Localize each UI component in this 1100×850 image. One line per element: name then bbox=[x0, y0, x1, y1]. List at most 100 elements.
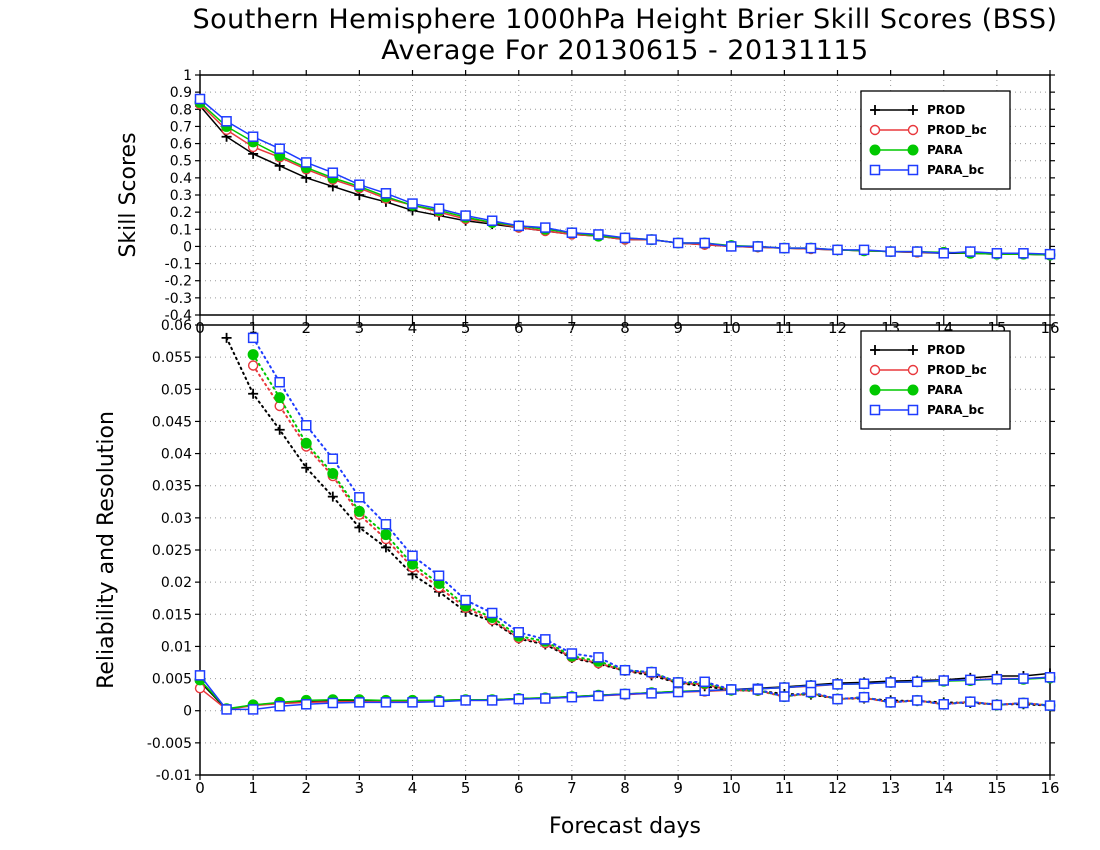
relres-point-PARA_bc bbox=[672, 677, 684, 688]
relres-point-PARA_bc bbox=[274, 376, 285, 388]
relres-point-PARA_bc bbox=[380, 697, 392, 708]
skill-panel: -0.4-0.3-0.2-0.100.10.20.30.40.50.60.70.… bbox=[116, 68, 1060, 337]
relres-point-PARA_bc bbox=[752, 684, 764, 695]
relres-x-tick-label: 15 bbox=[987, 779, 1006, 797]
relres-point-PARA_bc bbox=[247, 704, 259, 715]
relres-legend-label: PROD_bc bbox=[927, 363, 987, 378]
relres-x-tick-label: 7 bbox=[567, 779, 577, 797]
relres-point-PARA_bc bbox=[672, 686, 684, 698]
relres-point-PARA_bc bbox=[301, 420, 312, 431]
relres-x-tick-label: 6 bbox=[514, 779, 524, 797]
skill-x-tick-label: 2 bbox=[301, 319, 311, 337]
skill-legend-marker bbox=[908, 105, 918, 115]
relres-y-tick-label: 0.06 bbox=[161, 318, 192, 334]
relres-point-PROD_bc bbox=[247, 360, 259, 371]
relres-point-PARA_bc bbox=[858, 691, 870, 703]
relres-x-tick-label: 4 bbox=[408, 779, 418, 797]
relres-y-tick-label: -0.005 bbox=[147, 736, 192, 752]
relres-legend-marker bbox=[869, 404, 881, 416]
relres-point-PARA_bc bbox=[433, 696, 445, 707]
skill-point-PARA_bc bbox=[938, 248, 949, 259]
skill-point-PARA_bc bbox=[991, 248, 1003, 259]
relres-point-PARA_bc bbox=[938, 699, 949, 710]
skill-point-PARA_bc bbox=[301, 157, 312, 168]
skill-point-PARA_bc bbox=[858, 244, 870, 256]
relres-panel: -0.01 -0.005 0 0.005 0.01 0.015 0.02 0.025 0.03 0… bbox=[94, 318, 1060, 839]
relres-point-PARA_bc bbox=[247, 332, 259, 344]
relres-y-tick-label: 0.015 bbox=[152, 607, 192, 623]
skill-y-tick-label: 1 bbox=[183, 68, 192, 84]
relres-legend-label: PROD bbox=[927, 343, 965, 357]
skill-point-PARA_bc bbox=[885, 246, 896, 257]
relres-point-PARA_bc bbox=[1044, 672, 1056, 683]
skill-ticks: -0.4-0.3-0.2-0.100.10.20.30.40.50.60.70.… bbox=[165, 68, 1060, 337]
relres-x-tick-label: 13 bbox=[881, 779, 900, 797]
relres-point-PARA_bc bbox=[619, 664, 631, 676]
skill-y-axis-label: Skill Scores bbox=[116, 132, 141, 257]
relres-point-PARA_bc bbox=[885, 697, 896, 708]
relres-point-PARA_bc bbox=[726, 684, 737, 695]
relres-point-PARA_bc bbox=[327, 453, 339, 464]
relres-point-PARA_bc bbox=[354, 697, 365, 708]
relres-x-tick-label: 10 bbox=[722, 779, 741, 797]
relres-legend-marker bbox=[908, 345, 918, 355]
skill-x-tick-label: 8 bbox=[620, 319, 630, 337]
skill-point-PARA_bc bbox=[274, 143, 285, 154]
relres-y-tick-label: 0.03 bbox=[161, 511, 192, 527]
skill-legend-label: PROD_bc bbox=[927, 123, 987, 138]
relres-legend-marker bbox=[907, 404, 919, 416]
skill-point-PARA_bc bbox=[911, 246, 923, 257]
relres-point-PARA_bc bbox=[991, 699, 1003, 711]
skill-point-PARA_bc bbox=[540, 222, 551, 233]
relres-point-PARA_bc bbox=[460, 594, 471, 606]
chart-subtitle: Average For 20130615 - 20131115 bbox=[381, 35, 869, 66]
skill-y-tick-label: 0.4 bbox=[170, 171, 192, 187]
relres-point-PARA_bc bbox=[460, 695, 471, 706]
relres-y-tick-label: 0.01 bbox=[161, 639, 192, 655]
relres-point-PARA_bc bbox=[779, 691, 790, 702]
skill-y-tick-label: 0.9 bbox=[170, 85, 192, 101]
relres-series-PARA_bc-solid bbox=[194, 670, 1056, 715]
relres-point-PARA_bc bbox=[1018, 697, 1029, 709]
relres-point-PARA_bc bbox=[486, 607, 498, 619]
relres-series-group bbox=[194, 332, 1056, 715]
relres-y-tick-label: 0 bbox=[183, 704, 192, 720]
relres-legend-entry-PARA_bc: PARA_bc bbox=[869, 403, 984, 418]
skill-point-PARA_bc bbox=[593, 229, 604, 240]
relres-point-PARA_bc bbox=[965, 674, 976, 686]
relres-point-PARA_bc bbox=[646, 688, 657, 699]
skill-x-tick-label: 4 bbox=[408, 319, 418, 337]
skill-point-PARA_bc bbox=[327, 167, 339, 178]
title-block: Southern Hemisphere 1000hPa Height Brier… bbox=[0, 4, 1100, 66]
skill-legend-box bbox=[860, 90, 1011, 190]
relres-point-PARA_bc bbox=[1044, 700, 1056, 711]
skill-y-tick-label: 0.2 bbox=[170, 205, 192, 221]
skill-point-PARA_bc bbox=[699, 237, 710, 249]
skill-y-tick-label: -0.1 bbox=[165, 257, 192, 273]
skill-legend-entry-PARA: PARA bbox=[869, 143, 963, 157]
relres-x-tick-label: 2 bbox=[301, 779, 311, 797]
relres-legend-marker bbox=[907, 384, 919, 396]
relres-point-PARA bbox=[274, 392, 286, 404]
relres-y-tick-label: 0.035 bbox=[152, 479, 192, 495]
relres-point-PARA_bc bbox=[965, 696, 976, 707]
skill-y-tick-label: 0.8 bbox=[170, 102, 192, 118]
relres-y-tick-label: 0.02 bbox=[161, 575, 192, 591]
relres-point-PROD bbox=[248, 388, 259, 399]
relres-point-PARA_bc bbox=[221, 704, 232, 715]
skill-x-tick-label: 10 bbox=[722, 319, 741, 337]
skill-point-PARA_bc bbox=[752, 241, 764, 252]
skill-x-tick-label: 3 bbox=[355, 319, 365, 337]
relres-x-tick-label: 14 bbox=[934, 779, 953, 797]
relres-point-PARA_bc bbox=[805, 686, 817, 698]
relres-x-tick-label: 9 bbox=[673, 779, 683, 797]
skill-x-tick-label: 7 bbox=[567, 319, 577, 337]
relres-point-PARA bbox=[380, 529, 392, 541]
skill-point-PARA_bc bbox=[566, 227, 578, 238]
relres-series-PARA_bc-dotted bbox=[247, 332, 1056, 711]
relres-point-PARA_bc bbox=[433, 570, 445, 581]
relres-point-PARA_bc bbox=[540, 693, 551, 704]
relres-legend-marker bbox=[869, 364, 881, 376]
skill-point-PARA_bc bbox=[1018, 248, 1029, 259]
